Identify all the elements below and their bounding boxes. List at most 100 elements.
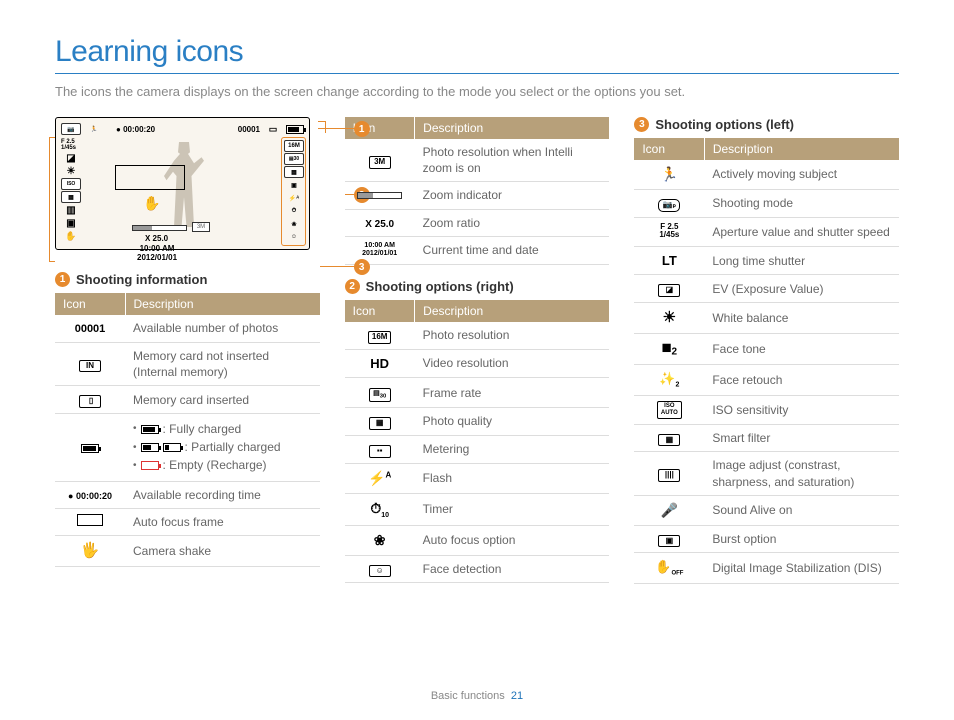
battery-icon [81,444,99,453]
face-icon: ☺ [284,231,304,243]
table-row: 🎤Sound Alive on [634,495,899,525]
card-icon: ▭ [263,123,283,135]
table-row: Zoom indicator [345,182,610,209]
face-detect-icon: ☺ [369,565,391,578]
footer-page: 21 [511,690,523,702]
flash-icon: ⚡ᴬ [284,192,304,204]
footer-section: Basic functions [431,690,505,702]
lcd-screen: 📷 🏃 ● 00:00:20 00001 ▭ F 2.51/45s ◪ ☀ IS… [55,117,310,250]
ev-icon: ◪ [658,284,680,297]
table-row: ☀White balance [634,303,899,334]
battery-icon [286,125,304,134]
shake-icon: ✋ [143,195,160,212]
adjust-icon: ▥ [61,204,81,216]
page-footer: Basic functions 21 [0,690,954,702]
column-3: 3 Shooting options (left) IconDescriptio… [634,117,899,584]
dis-icon: ✋ [61,230,81,242]
intro-text: The icons the camera displays on the scr… [55,84,899,99]
th-desc: Description [704,138,899,160]
table-row: ⏱10Timer [345,493,610,525]
card-icon: ▯ [79,395,101,408]
iso-icon: ISOAUTO [657,401,682,418]
nocard-icon: IN [79,360,101,373]
table-row: 3MPhoto resolution when Intelli zoom is … [345,139,610,182]
smartfilter-icon: ▦ [658,434,680,447]
table-row: F 2.51/45sAperture value and shutter spe… [634,217,899,246]
table-row: 🏃Actively moving subject [634,160,899,189]
framerate-icon: ▤30 [369,388,391,402]
table-row: ✨2Face retouch [634,365,899,396]
table-row: LTLong time shutter [634,246,899,275]
table-row: HDVideo resolution [345,349,610,378]
res-icon: 16M [284,140,304,152]
th-icon: Icon [634,138,704,160]
lcd-rectime: ● 00:00:20 [116,125,155,134]
table-row: ❀Auto focus option [345,525,610,555]
page-title: Learning icons [55,35,899,74]
zoom-box: 3M [192,222,210,232]
facetone-icon: ◼2 [657,339,681,359]
shake-icon: 🖐 [78,541,102,561]
zoom-ratio: X 25.0 [145,234,168,243]
lcd-diagram: 📷 🏃 ● 00:00:20 00001 ▭ F 2.51/45s ◪ ☀ IS… [55,117,320,250]
section-2-header: 2 Shooting options (right) [345,279,610,294]
timer-icon: ⏱ [284,205,304,217]
content-columns: 📷 🏃 ● 00:00:20 00001 ▭ F 2.51/45s ◪ ☀ IS… [55,117,899,584]
wb-icon: ☀ [61,165,81,177]
rectime-icon: ● 00:00:20 [68,490,112,502]
table-row: 📷ₚShooting mode [634,189,899,217]
count-icon: 00001 [75,322,106,337]
section-1-header: 1 Shooting information [55,272,320,287]
table-shooting-info: IconDescription 00001Available number of… [55,293,320,567]
table-row: ⚡AFlash [345,463,610,493]
table-row: ||||Image adjust (constrast, sharpness, … [634,452,899,495]
section-3-title: Shooting options (left) [655,117,794,132]
shooting-mode-icon: 📷ₚ [658,199,680,212]
video-res-icon: HD [368,355,392,373]
column-2: IconDescription 3MPhoto resolution when … [345,117,610,584]
dis-icon: ✋OFF [655,558,683,578]
focus-frame [115,165,185,190]
table-extra: IconDescription 3MPhoto resolution when … [345,117,610,265]
section-2-num: 2 [345,279,360,294]
table-row: INMemory card not inserted (Internal mem… [55,342,320,385]
th-desc: Description [415,300,610,322]
aperture-shutter-icon: F 2.51/45s [657,223,681,239]
retouch-icon: ✨2 [657,370,681,390]
flash-icon: ⚡A [368,469,392,488]
macro-icon: ❀ [284,218,304,230]
table-row: ✋OFFDigital Image Stabilization (DIS) [634,553,899,584]
table-row: ☺Face detection [345,555,610,583]
sound-icon: 🎤 [657,501,681,520]
lcd-aperture: F 2.51/45s [61,139,85,151]
filter-icon: ▦ [61,191,81,203]
timer-icon: ⏱10 [368,499,392,520]
table-row: Auto focus frame [55,508,320,535]
lt-icon: LT [657,252,681,270]
iso-icon: ISO [61,178,81,190]
photo-res-icon: 16M [368,331,392,344]
time-date: 10:00 AM2012/01/01 [137,244,177,262]
table-row: ● 00:00:20Available recording time [55,481,320,508]
th-icon: Icon [345,300,415,322]
section-3-num: 3 [634,117,649,132]
mode-icon: 📷 [61,123,81,135]
meter-icon: ▣ [284,179,304,191]
intelli-res-icon: 3M [369,156,391,169]
column-1: 📷 🏃 ● 00:00:20 00001 ▭ F 2.51/45s ◪ ☀ IS… [55,117,320,584]
table-row: 16MPhoto resolution [345,322,610,349]
image-adjust-icon: |||| [658,469,680,482]
table-row: 10:00 AM2012/01/01Current time and date [345,237,610,265]
framerate-icon: ▤30 [284,153,304,165]
table-row: 🖐Camera shake [55,535,320,566]
table-row: 00001Available number of photos [55,315,320,342]
table-row: ▤30Frame rate [345,378,610,408]
moving-subject-icon: 🏃 [657,165,681,184]
subject-icon: 🏃 [84,123,104,135]
callout-1: 1 [354,121,370,137]
macro-icon: ❀ [368,531,392,550]
table-row: ◼2Face tone [634,334,899,365]
section-3-header: 3 Shooting options (left) [634,117,899,132]
metering-icon: ▪▪ [369,445,391,458]
wb-icon: ☀ [657,308,681,328]
